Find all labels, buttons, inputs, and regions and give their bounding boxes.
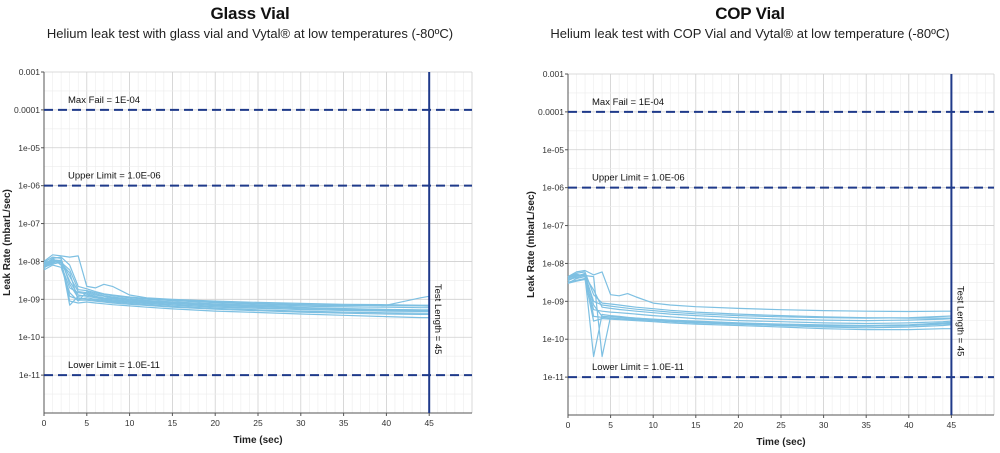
x-tick-label: 40 (382, 418, 392, 428)
y-tick-label: 1e-05 (542, 145, 564, 155)
reference-line-label: Max Fail = 1E-04 (592, 97, 664, 108)
y-tick-label: 1e-09 (542, 296, 564, 306)
y-tick-label: 0.0001 (14, 105, 40, 115)
reference-line-label: Test Length = 45 (954, 286, 965, 357)
y-tick-label: 1e-07 (542, 221, 564, 231)
x-tick-label: 35 (861, 420, 871, 430)
y-tick-label: 1e-09 (18, 294, 40, 304)
x-tick-label: 30 (819, 420, 829, 430)
series-line-7 (567, 273, 952, 327)
y-tick-label: 1e-11 (543, 372, 564, 382)
x-tick-label: 45 (947, 420, 957, 430)
series-line-8 (43, 260, 430, 315)
chart-title: COP Vial (715, 4, 785, 23)
y-tick-label: 1e-11 (19, 370, 40, 380)
series-line-2 (567, 274, 952, 358)
y-tick-label: 1e-10 (542, 334, 564, 344)
y-tick-label: 0.0001 (538, 107, 564, 117)
cop-vial-panel: COP Vial Helium leak test with COP Vial … (500, 0, 1000, 453)
x-tick-label: 40 (904, 420, 914, 430)
x-tick-label: 0 (566, 420, 571, 430)
x-axis-label: Time (sec) (233, 435, 282, 446)
x-tick-label: 45 (424, 418, 434, 428)
series-line-6 (567, 273, 952, 322)
series-line-10 (43, 259, 430, 319)
series-line-5 (567, 277, 952, 325)
cop-vial-chart: 0.001 0.0001 1e-05 1e-06 1e-07 1e-08 1e-09 1e-1… (526, 69, 995, 448)
x-tick-label: 20 (210, 418, 220, 428)
y-tick-label: 1e-06 (18, 181, 40, 191)
y-tick-label: 1e-10 (18, 332, 40, 342)
x-tick-label: 0 (42, 418, 47, 428)
glass-vial-chart: 0.001 0.0001 1e-05 1e-06 1e-07 1e-08 1e-09 1e-1… (2, 67, 473, 446)
x-tick-label: 15 (691, 420, 701, 430)
series-line-11 (43, 261, 430, 307)
x-tick-label: 10 (125, 418, 135, 428)
y-tick-label: 1e-05 (18, 143, 40, 153)
x-tick-label: 5 (608, 420, 613, 430)
series-line-3 (567, 269, 952, 313)
series-line-9 (43, 257, 430, 311)
y-tick-label: 1e-08 (542, 258, 564, 268)
series-line-7 (43, 260, 430, 312)
chart-subtitle: Helium leak test with glass vial and Vyt… (46, 26, 454, 41)
x-tick-label: 15 (168, 418, 178, 428)
y-tick-label: 0.001 (543, 69, 565, 79)
reference-line-label: Lower Limit = 1.0E-11 (592, 362, 684, 373)
series-line-6 (43, 254, 430, 306)
y-axis-label: Leak Rate (mbarL/sec) (2, 189, 13, 296)
chart-title: Glass Vial (210, 4, 290, 23)
x-axis-label: Time (sec) (756, 437, 805, 448)
glass-vial-panel: Glass Vial Helium leak test with glass v… (2, 4, 473, 446)
chart-subtitle: Helium leak test with COP Vial and Vytal… (550, 26, 950, 41)
reference-line-label: Max Fail = 1E-04 (68, 95, 140, 106)
y-tick-label: 1e-06 (542, 183, 564, 193)
x-tick-label: 30 (296, 418, 306, 428)
series-line-5 (43, 256, 430, 314)
y-tick-label: 1e-07 (18, 219, 40, 229)
x-tick-label: 25 (253, 418, 263, 428)
series-line-8 (567, 278, 952, 331)
reference-line-label: Upper Limit = 1.0E-06 (592, 173, 685, 184)
y-tick-label: 0.001 (19, 67, 41, 77)
series-line-9 (567, 271, 952, 319)
x-tick-label: 10 (648, 420, 658, 430)
y-axis-label: Leak Rate (mbarL/sec) (526, 191, 537, 298)
reference-line-label: Upper Limit = 1.0E-06 (68, 171, 161, 182)
x-tick-label: 35 (339, 418, 349, 428)
reference-line-label: Test Length = 45 (432, 284, 443, 355)
x-tick-label: 25 (776, 420, 786, 430)
x-tick-label: 5 (84, 418, 89, 428)
x-tick-label: 20 (734, 420, 744, 430)
reference-line-label: Lower Limit = 1.0E-11 (68, 360, 160, 371)
y-tick-label: 1e-08 (18, 256, 40, 266)
